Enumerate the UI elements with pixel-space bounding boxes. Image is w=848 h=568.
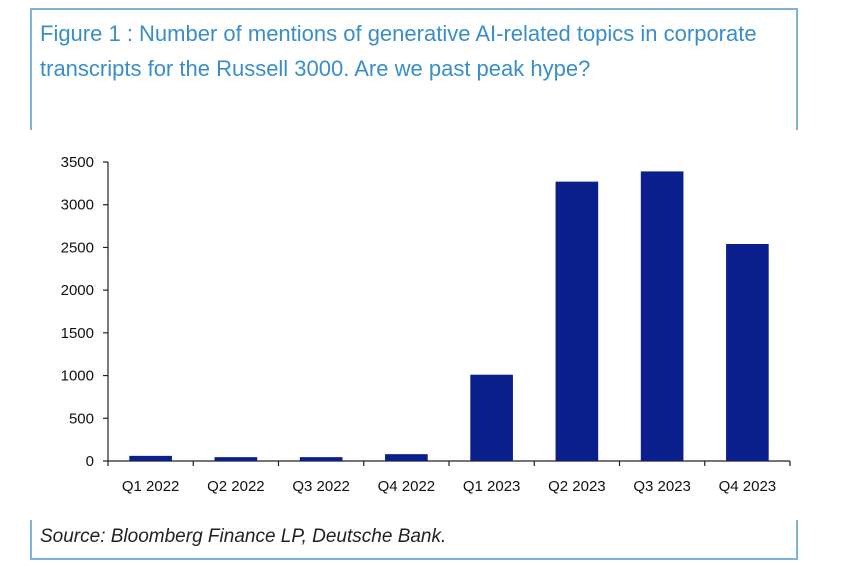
x-tick-label: Q3 2022 (292, 478, 350, 495)
y-tick-label: 0 (86, 453, 94, 470)
bar-q4-2023 (726, 244, 769, 461)
bar-q2-2023 (555, 181, 599, 462)
y-tick-label: 2000 (61, 282, 94, 299)
bar-q1-2023 (470, 374, 513, 461)
source-frame (30, 520, 798, 560)
bars (129, 171, 769, 462)
chart-title: Figure 1 : Number of mentions of generat… (40, 21, 757, 81)
x-tick-label: Q2 2022 (207, 478, 265, 495)
x-tick-label: Q2 2023 (548, 478, 606, 495)
y-tick-label: 3000 (61, 197, 94, 214)
x-tick-label: Q1 2022 (122, 478, 180, 495)
x-axis: Q1 2022 Q2 2022 Q3 2022 Q4 2022 Q1 2023 Q2 20… (107, 460, 791, 495)
x-tick-label: Q4 2022 (378, 478, 436, 495)
bar-q3-2022 (299, 457, 343, 461)
y-tick-label: 500 (69, 410, 94, 427)
x-tick-label: Q3 2023 (633, 478, 691, 495)
y-tick-label: 1500 (61, 325, 94, 342)
y-tick-label: 2500 (61, 239, 94, 256)
y-tick-label: 3500 (61, 154, 94, 171)
title-frame (30, 8, 798, 130)
y-tick-label: 1000 (61, 368, 94, 385)
source-note: Source: Bloomberg Finance LP, Deutsche B… (40, 526, 447, 547)
y-axis: 0 500 1000 1500 2000 2500 3000 3500 (61, 154, 109, 470)
x-tick-label: Q1 2023 (463, 478, 521, 495)
x-tick-label: Q4 2023 (719, 478, 777, 495)
bar-q2-2022 (214, 457, 258, 461)
bar-q3-2023 (640, 171, 684, 461)
bar-q4-2022 (385, 454, 428, 461)
bar-q1-2022 (129, 455, 172, 461)
